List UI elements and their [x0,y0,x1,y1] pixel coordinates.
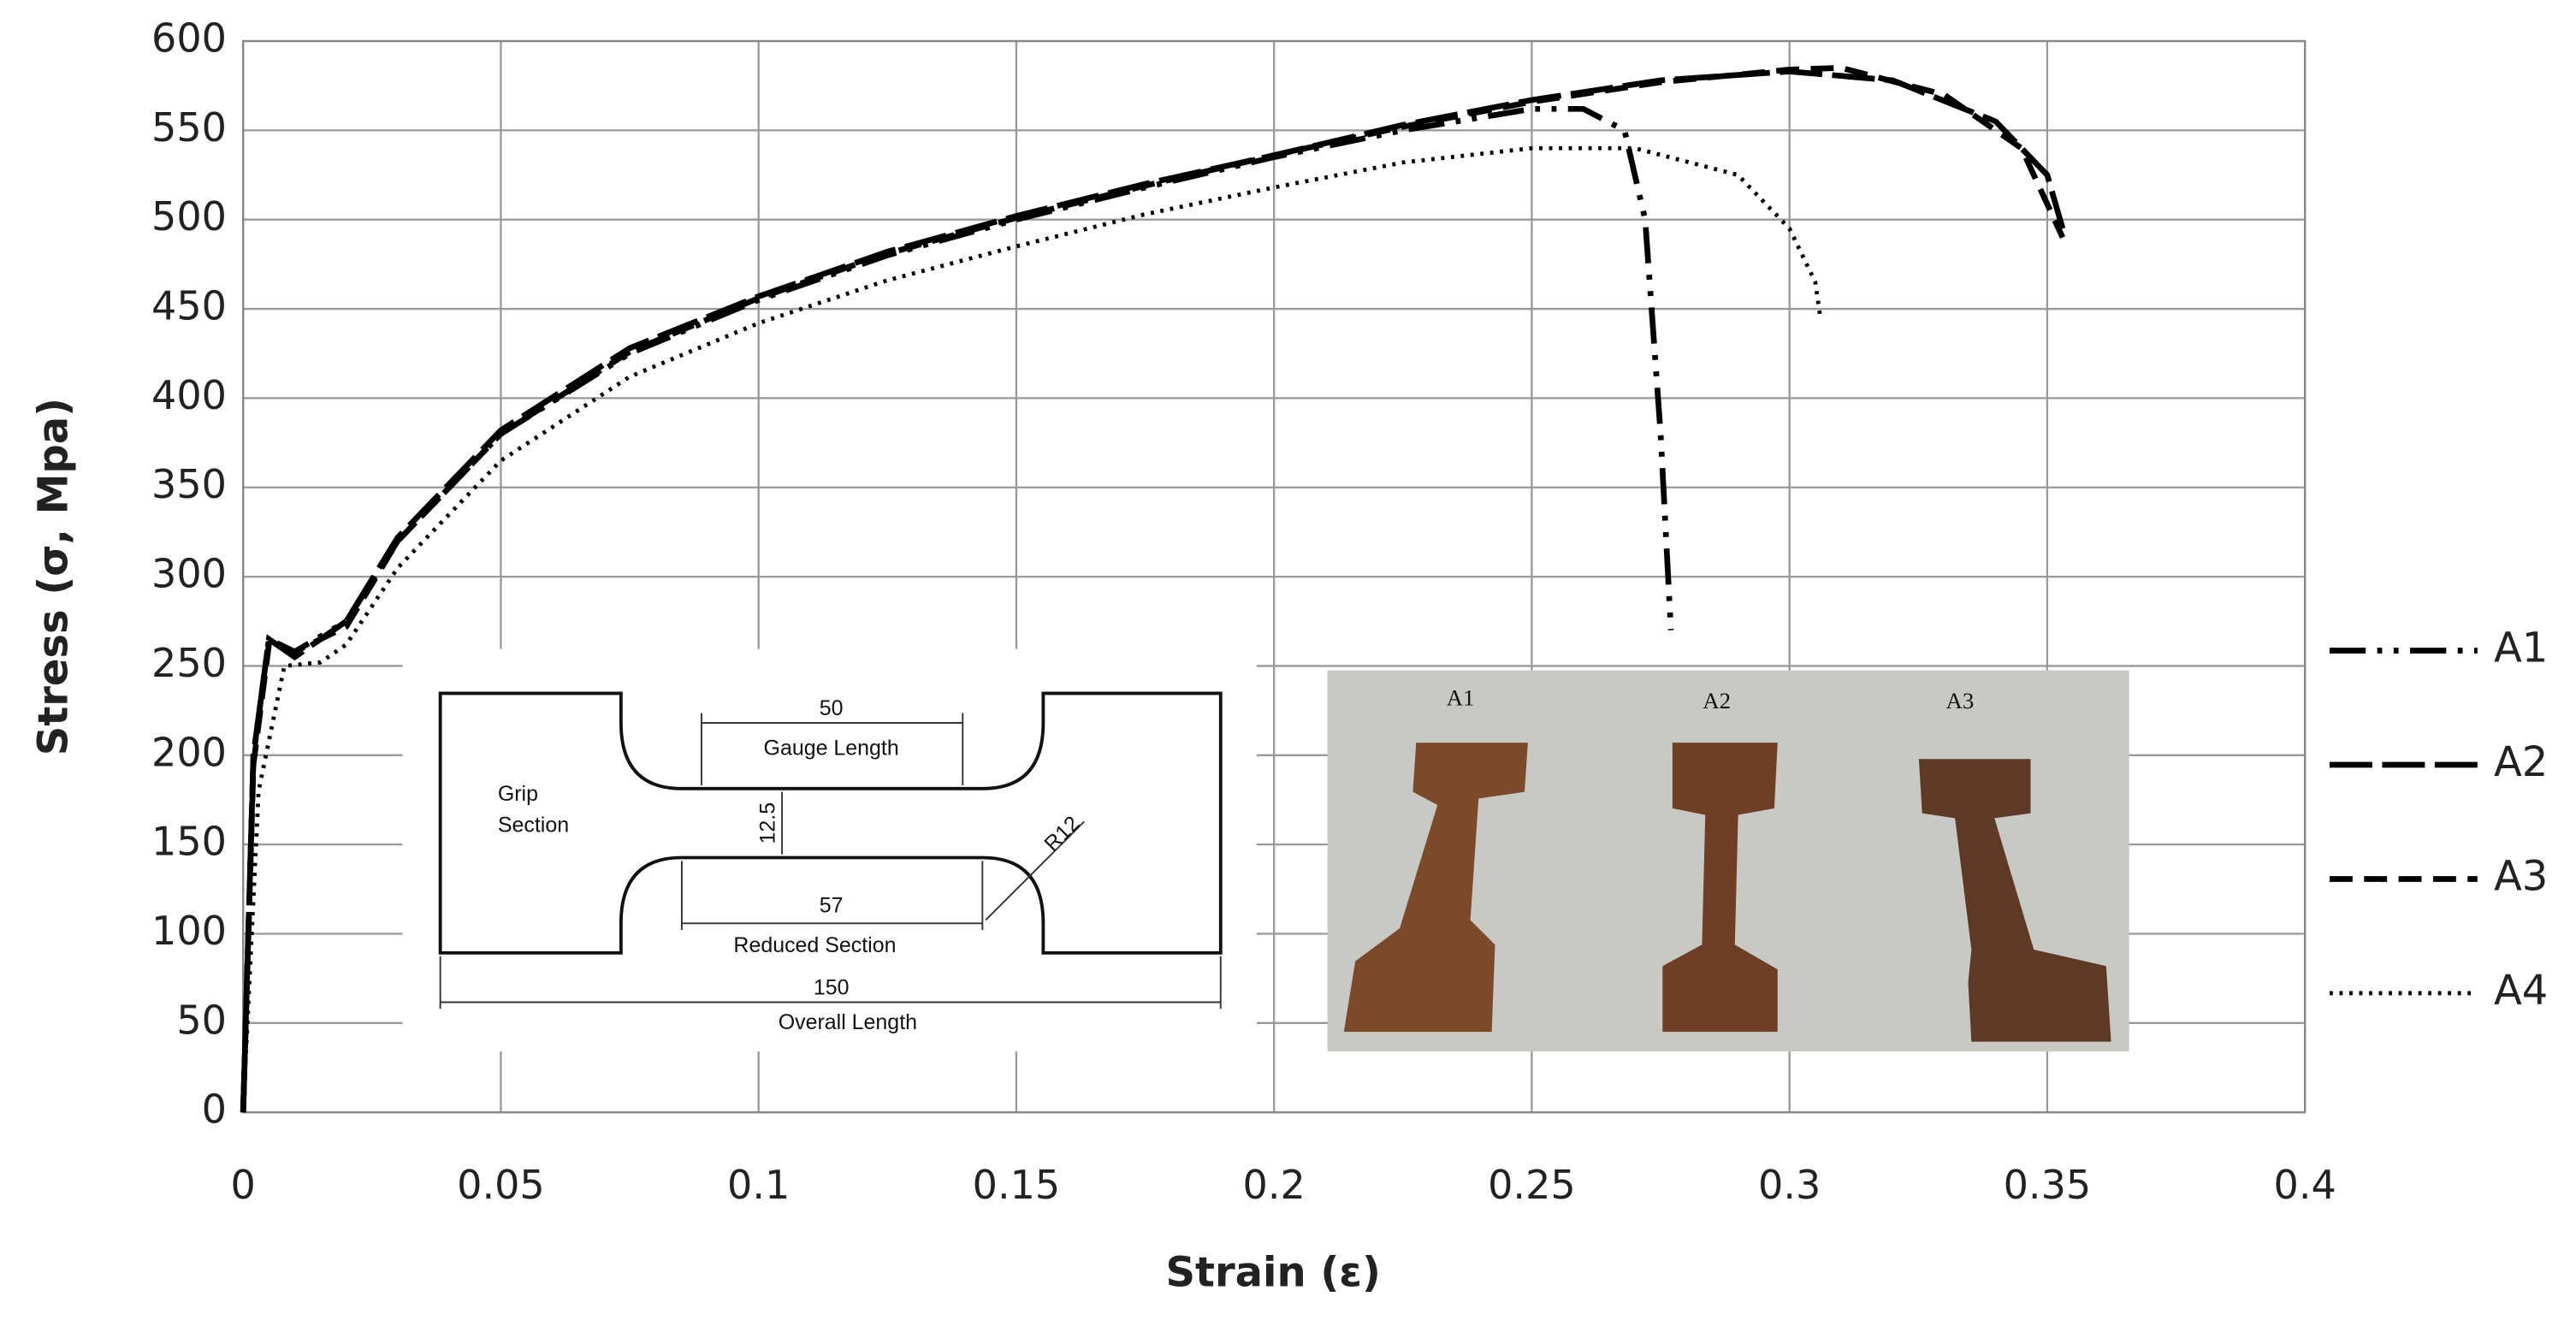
y-tick-label: 350 [151,461,227,507]
legend-label: A2 [2494,738,2548,786]
series-line [240,64,2066,1113]
legend: A1 A2 A3 A4 [2329,625,2548,1015]
y-tick-label: 600 [151,15,227,62]
x-tick-label: 0.1 [727,1162,790,1208]
y-tick-label: 450 [151,283,227,329]
y-tick-label: 550 [151,104,227,151]
plot-lines [240,64,2066,1113]
y-tick-label: 300 [151,551,227,597]
drawing-label: 150 [814,976,850,1000]
drawing-label: 57 [820,894,844,918]
plot-border [242,39,2307,1114]
drawing-label: Section [498,814,569,838]
y-tick-label: 400 [151,372,227,418]
x-tick-label: 0.4 [2274,1162,2336,1208]
dimension-lines [439,713,1222,1009]
legend-label: A4 [2494,967,2548,1015]
y-tick-label: 100 [151,908,227,954]
specimen-outline [438,691,1223,955]
drawing-label: Gauge Length [764,736,899,760]
y-tick-label: 150 [151,819,227,865]
x-tick-label: 0 [231,1162,256,1208]
specimen-a2 [1662,743,1778,1033]
x-tick-label: 0.35 [2004,1162,2092,1208]
y-tick-label: 200 [151,729,227,775]
photo-label: A2 [1703,688,1731,713]
x-axis-title: Strain (ε) [1165,1248,1381,1296]
inset-background [402,648,1258,1052]
y-tick-label: 500 [151,193,227,240]
specimen-a1 [1343,743,1528,1033]
y-tick-label: 0 [202,1086,227,1133]
legend-label: A1 [2494,625,2548,672]
x-tick-label: 0.15 [973,1162,1061,1208]
x-tick-label: 0.05 [457,1162,545,1208]
specimen-photo: A1 A2 A3 [1327,670,2129,1052]
drawing-label: Reduced Section [733,933,896,957]
series-line [240,145,1823,1113]
drawing-label: 12.5 [755,802,779,844]
specimen-a3 [1918,759,2111,1042]
drawing-label: 50 [820,696,844,720]
photo-label: A1 [1447,684,1475,710]
drawing-label: Grip [498,782,538,806]
legend-label: A3 [2494,852,2548,900]
photo-label: A3 [1945,688,1974,713]
x-tick-label: 0.25 [1488,1162,1576,1208]
x-tick-label: 0.3 [1758,1162,1821,1208]
y-tick-label: 50 [176,997,227,1043]
specimen-drawing: 50 Gauge Length Grip Section 12.5 R12 57… [402,648,1258,1052]
y-axis-title: Stress (σ, Mpa) [29,398,77,755]
drawing-label: Overall Length [779,1010,917,1034]
y-tick-label: 250 [151,640,227,686]
x-tick-label: 0.2 [1243,1162,1306,1208]
